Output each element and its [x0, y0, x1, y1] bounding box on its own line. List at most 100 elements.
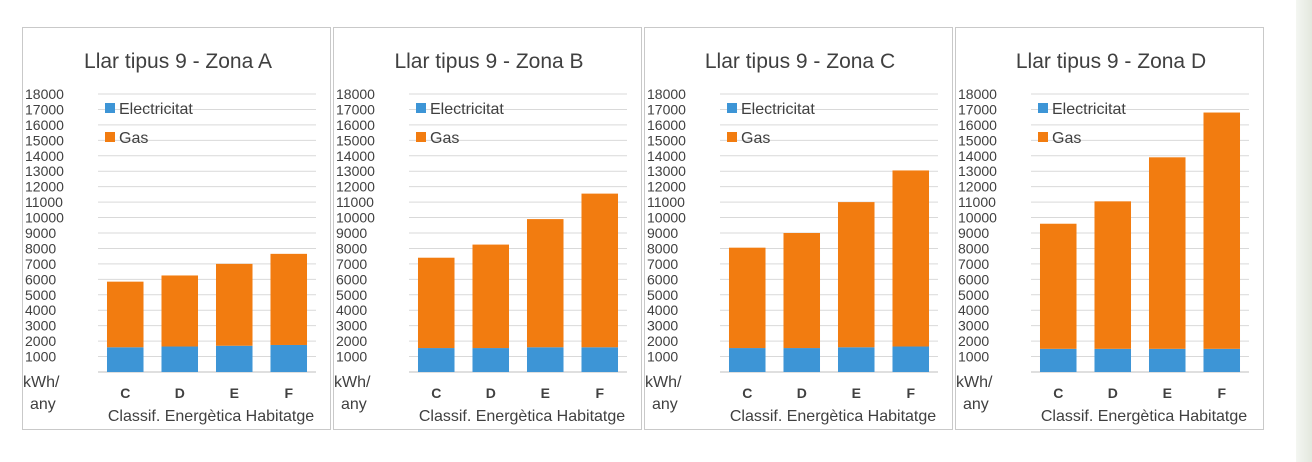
- bar-electricitat: [1039, 348, 1077, 372]
- y-tick-label: 9000: [336, 225, 367, 241]
- y-axis-label: any: [652, 396, 678, 413]
- y-tick-label: 15000: [958, 132, 997, 148]
- legend-swatch-electricitat: [105, 103, 115, 113]
- y-tick-label: 10000: [958, 210, 997, 226]
- x-tick-label: F: [595, 385, 604, 401]
- y-tick-label: 14000: [336, 148, 375, 164]
- x-tick-label: E: [852, 385, 861, 401]
- y-tick-label: 4000: [25, 302, 56, 318]
- x-axis-title: Classif. Energètica Habitatge: [419, 408, 625, 425]
- x-tick-label: C: [1053, 385, 1063, 401]
- y-tick-label: 5000: [25, 287, 56, 303]
- legend-swatch-gas: [105, 132, 115, 142]
- y-tick-label: 13000: [958, 163, 997, 179]
- y-tick-label: 11000: [958, 194, 996, 210]
- x-tick-label: C: [742, 385, 752, 401]
- y-tick-label: 15000: [647, 132, 686, 148]
- y-tick-label: 14000: [647, 148, 686, 164]
- x-axis-title: Classif. Energètica Habitatge: [108, 408, 314, 425]
- bar-gas: [270, 253, 308, 345]
- y-axis-label: kWh/: [956, 374, 993, 391]
- chart-panel: Llar tipus 9 - Zona A 1800017000160001500…: [22, 27, 331, 430]
- y-tick-label: 2000: [647, 333, 678, 349]
- y-tick-label: 8000: [336, 240, 367, 256]
- chart-panel: Llar tipus 9 - Zona B 1800017000160001500…: [333, 27, 642, 430]
- y-tick-label: 6000: [958, 271, 989, 287]
- y-tick-label: 16000: [25, 117, 64, 133]
- legend-swatch-electricitat: [1038, 103, 1048, 113]
- y-tick-label: 17000: [25, 101, 64, 117]
- y-tick-label: 3000: [336, 318, 367, 334]
- legend-label: Electricitat: [1052, 101, 1126, 118]
- y-tick-label: 3000: [958, 318, 989, 334]
- y-tick-label: 16000: [958, 117, 997, 133]
- y-tick-label: 9000: [958, 225, 989, 241]
- y-tick-label: 11000: [647, 194, 685, 210]
- y-tick-label: 7000: [25, 256, 56, 272]
- bar-electricitat: [783, 348, 821, 372]
- y-tick-label: 14000: [958, 148, 997, 164]
- y-tick-label: 13000: [336, 163, 375, 179]
- y-axis-label: any: [30, 396, 56, 413]
- y-tick-label: 2000: [336, 333, 367, 349]
- legend-label: Electricitat: [741, 101, 815, 118]
- bar-electricitat: [472, 348, 510, 372]
- y-tick-label: 4000: [647, 302, 678, 318]
- y-tick-label: 6000: [647, 271, 678, 287]
- legend-label: Gas: [430, 130, 459, 147]
- bar-gas: [106, 281, 144, 348]
- x-axis-title: Classif. Energètica Habitatge: [1041, 408, 1247, 425]
- bar-gas: [161, 275, 199, 347]
- y-tick-label: 12000: [647, 179, 686, 195]
- legend-label: Electricitat: [119, 101, 193, 118]
- y-tick-label: 13000: [25, 163, 64, 179]
- y-tick-label: 12000: [336, 179, 375, 195]
- legend-swatch-electricitat: [416, 103, 426, 113]
- y-tick-label: 9000: [25, 225, 56, 241]
- x-tick-label: E: [1163, 385, 1172, 401]
- y-tick-label: 4000: [336, 302, 367, 318]
- legend-swatch-gas: [416, 132, 426, 142]
- bar-gas: [215, 263, 253, 346]
- y-tick-label: 18000: [958, 86, 997, 102]
- y-tick-label: 16000: [647, 117, 686, 133]
- chart-title: Llar tipus 9 - Zona D: [1016, 50, 1206, 73]
- y-tick-label: 12000: [958, 179, 997, 195]
- y-tick-label: 8000: [25, 240, 56, 256]
- bar-gas: [837, 202, 875, 348]
- x-tick-label: C: [431, 385, 441, 401]
- y-tick-label: 17000: [647, 101, 686, 117]
- y-tick-label: 12000: [25, 179, 64, 195]
- y-tick-label: 18000: [336, 86, 375, 102]
- chart-panel: Llar tipus 9 - Zona C 1800017000160001500…: [644, 27, 953, 430]
- x-tick-label: F: [906, 385, 915, 401]
- x-tick-label: D: [1108, 385, 1118, 401]
- bar-gas: [417, 257, 455, 349]
- y-tick-label: 11000: [336, 194, 374, 210]
- y-axis-label: kWh/: [645, 374, 682, 391]
- bar-gas: [728, 247, 766, 349]
- bar-electricitat: [526, 347, 564, 372]
- y-tick-label: 15000: [336, 132, 375, 148]
- y-tick-label: 1000: [958, 349, 989, 365]
- y-tick-label: 16000: [336, 117, 375, 133]
- y-tick-label: 14000: [25, 148, 64, 164]
- bar-gas: [1039, 223, 1077, 349]
- legend-label: Gas: [741, 130, 770, 147]
- y-tick-label: 10000: [25, 210, 64, 226]
- y-tick-label: 5000: [336, 287, 367, 303]
- x-tick-label: E: [541, 385, 550, 401]
- y-tick-label: 2000: [958, 333, 989, 349]
- x-tick-label: D: [797, 385, 807, 401]
- legend-swatch-gas: [727, 132, 737, 142]
- bar-electricitat: [1203, 348, 1241, 372]
- y-tick-label: 3000: [25, 318, 56, 334]
- chart-title: Llar tipus 9 - Zona C: [705, 50, 895, 73]
- bar-electricitat: [106, 347, 144, 372]
- y-tick-label: 18000: [647, 86, 686, 102]
- legend-swatch-gas: [1038, 132, 1048, 142]
- x-tick-label: D: [486, 385, 496, 401]
- chart-panel: Llar tipus 9 - Zona D 1800017000160001500…: [955, 27, 1264, 430]
